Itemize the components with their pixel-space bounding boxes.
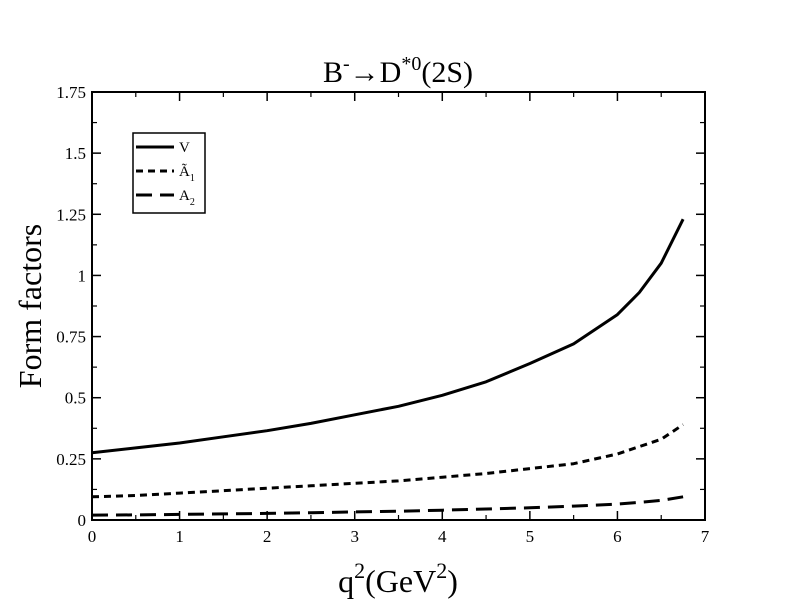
y-tick-label: 1 [78,266,87,285]
legend-label-a1-sub: 1 [190,173,195,184]
y-tick-label: 1.25 [56,205,86,224]
legend-label-v-base: V [179,140,190,156]
x-label-unit-superscript: 2 [436,558,447,583]
series-line-v [91,218,685,455]
x-tick-label: 6 [613,527,622,546]
x-tick-label: 7 [701,527,710,546]
chart-title: B-→D*0(2S) [323,53,473,89]
series-line-a2 [91,495,684,517]
x-label-unit-close: ) [447,563,458,599]
x-tick-label: 0 [88,527,97,546]
legend-label-v: V [179,140,190,156]
series-line-a1 [91,423,684,499]
x-tick-label: 2 [263,527,272,546]
x-tick-label: 1 [175,527,184,546]
y-tick-label: 0.25 [56,450,86,469]
title-superscript-minus: - [343,53,350,75]
x-tick-label: 4 [438,527,447,546]
x-label-q: q [338,563,354,599]
y-tick-label: 0 [78,511,87,530]
y-axis-label: Form factors [12,224,48,388]
x-label-unit-open: (GeV [365,563,436,599]
title-state: (2S) [421,56,473,89]
legend-label-a2-sub: 2 [190,197,195,208]
title-particle-d: D [380,56,402,89]
legend-label-a2: A2 [179,188,195,208]
legend-label-a1: Ã1 [179,164,195,184]
axis-ticks [91,91,706,521]
legend-label-a1-base: Ã [179,164,190,180]
title-superscript-star0: *0 [401,53,421,75]
title-particle-b: B [323,56,343,89]
legend-label-a2-base: A [179,188,190,204]
y-tick-label: 1.5 [65,144,86,163]
series-lines [91,218,685,517]
y-tick-label: 0.75 [56,328,86,347]
legend: V Ã1 A2 [132,132,206,214]
x-tick-label: 3 [350,527,359,546]
y-tick-label: 1.75 [56,83,86,102]
x-axis-label: q2(GeV2) [338,558,458,599]
title-arrow: → [350,56,380,89]
tick-labels: 0 1 2 3 4 5 6 7 0 0.25 0.5 0.75 1 1.25 1.5 1.75 [56,83,710,546]
y-tick-label: 0.5 [65,389,86,408]
x-label-q-superscript: 2 [354,558,365,583]
x-tick-label: 5 [526,527,535,546]
